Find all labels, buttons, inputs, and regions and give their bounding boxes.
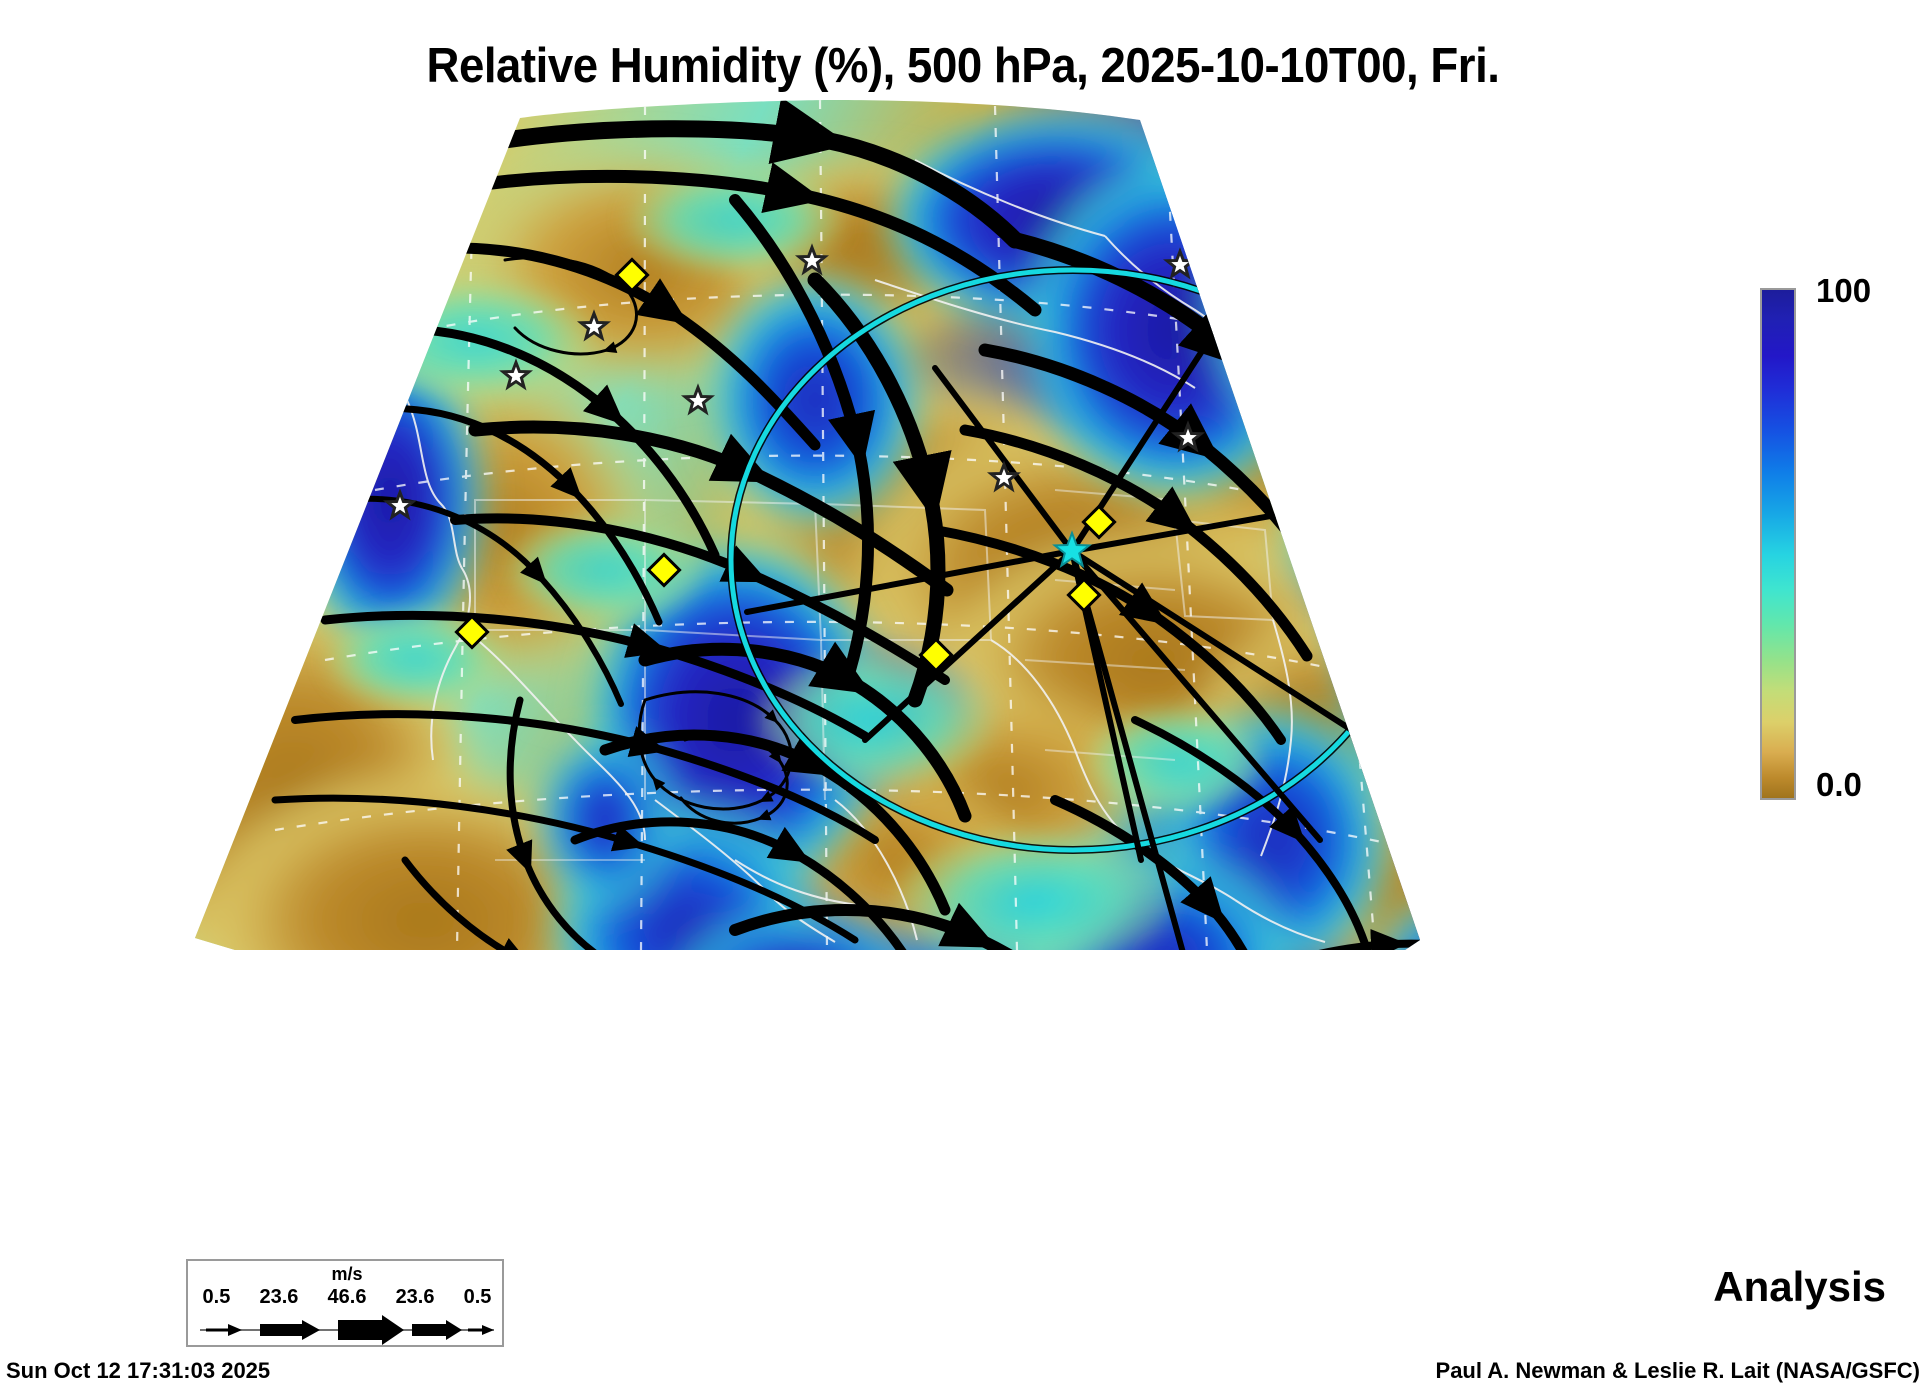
wind-legend-values: 0.5 23.6 46.6 23.6 0.5 xyxy=(188,1286,506,1309)
station-markers[interactable] xyxy=(382,243,1206,673)
map-plot[interactable] xyxy=(175,100,1495,1060)
map-panel[interactable] xyxy=(175,100,1495,1060)
wind-value-4: 0.5 xyxy=(463,1286,492,1308)
marker-star[interactable] xyxy=(382,243,1206,521)
wind-value-2: 46.6 xyxy=(327,1286,367,1308)
wind-legend-arrow-icons xyxy=(200,1315,494,1345)
marker-diamond[interactable] xyxy=(454,257,1117,673)
analysis-label: Analysis xyxy=(1713,1263,1886,1310)
page-title: Relative Humidity (%), 500 hPa, 2025-10-… xyxy=(426,39,1500,93)
wind-value-3: 23.6 xyxy=(395,1286,435,1308)
generated-timestamp: Sun Oct 12 17:31:03 2025 xyxy=(6,1358,271,1383)
author-credit: Paul A. Newman & Leslie R. Lait (NASA/GS… xyxy=(1435,1358,1920,1383)
wind-value-0: 0.5 xyxy=(202,1286,231,1308)
wind-legend-units: m/s xyxy=(331,1264,363,1284)
colorbar-min-label: 0.0 xyxy=(1816,766,1862,803)
flight-hub-star-icon[interactable] xyxy=(1052,530,1092,568)
colorbar: 100 0.0 xyxy=(1760,272,1920,808)
wind-speed-legend: m/s 0.5 23.6 46.6 23.6 0.5 xyxy=(186,1259,504,1347)
wind-value-1: 23.6 xyxy=(259,1286,299,1308)
humidity-field xyxy=(195,100,1420,950)
colorbar-max-label: 100 xyxy=(1816,272,1872,309)
colorbar-gradient xyxy=(1760,288,1796,800)
